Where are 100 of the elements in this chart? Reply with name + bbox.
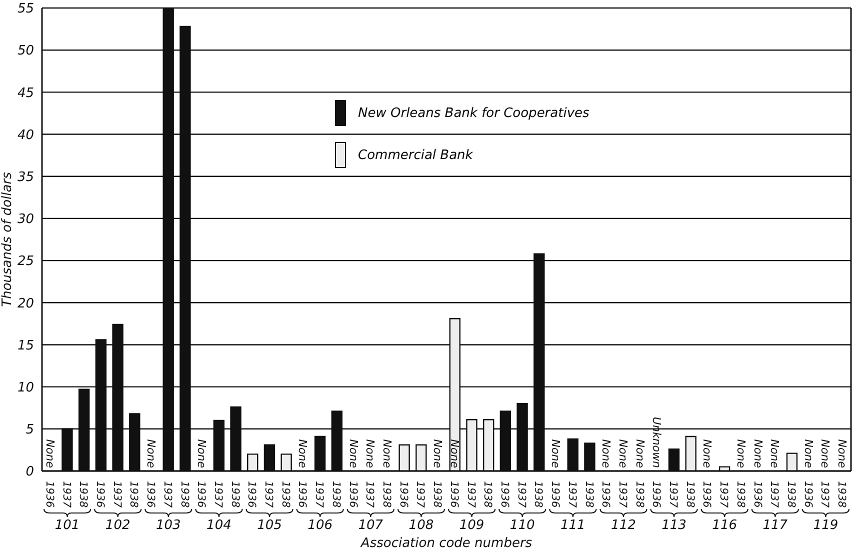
text: None <box>144 439 158 468</box>
text: None <box>836 439 849 468</box>
y-tick-label: 30 <box>17 212 34 228</box>
x-tick-label: 1936 <box>296 481 308 508</box>
text: None <box>448 439 461 468</box>
text: 102 <box>105 518 130 533</box>
x-tick-label: 1937 <box>313 481 326 508</box>
x-tick-label: 1937 <box>566 481 578 508</box>
x-tick-label: 1936 <box>397 481 410 508</box>
text: 108 <box>408 518 434 533</box>
x-tick-label: 1938 <box>128 481 140 508</box>
text: None <box>346 439 360 468</box>
y-tick-label: 0 <box>26 464 34 480</box>
text: 111 <box>560 518 586 533</box>
x-tick-label: 1937 <box>364 481 376 508</box>
x-tick-label: 1936 <box>498 481 510 508</box>
y-tick-label: 35 <box>17 170 34 185</box>
text: 103 <box>156 518 181 533</box>
x-tick-label: 1938 <box>330 481 342 508</box>
x-tick-label: 1937 <box>60 481 72 508</box>
y-tick-label: 10 <box>17 380 34 396</box>
text: None <box>43 439 56 468</box>
x-tick-label: 1938 <box>482 481 494 508</box>
y-tick-label: 50 <box>17 44 34 59</box>
text: None <box>195 439 208 468</box>
text: 112 <box>611 518 636 533</box>
text: None <box>768 439 782 468</box>
text: None <box>380 439 394 468</box>
text: 110 <box>510 518 535 533</box>
text: 117 <box>762 518 788 533</box>
x-tick-label: 1936 <box>195 481 208 508</box>
text: None <box>633 439 646 468</box>
x-tick-label: 1937 <box>818 481 831 508</box>
text: 107 <box>358 518 384 533</box>
x-tick-label: 1936 <box>346 481 359 508</box>
text: 113 <box>662 518 686 533</box>
x-tick-label: 1938 <box>633 481 646 508</box>
x-tick-label: 1938 <box>785 481 798 508</box>
x-tick-label: 1937 <box>768 481 780 508</box>
x-tick-label: 1938 <box>380 481 393 508</box>
y-tick-label: 15 <box>17 338 34 354</box>
text: 105 <box>257 518 282 533</box>
y-tick-label: 25 <box>17 254 34 270</box>
text: None <box>802 439 815 468</box>
x-tick-label: 1938 <box>228 481 241 508</box>
x-tick-label: 1936 <box>246 481 258 508</box>
x-tick-label: 1937 <box>464 481 477 508</box>
x-tick-label: 1938 <box>582 481 595 508</box>
x-tick-label: 1936 <box>751 481 764 508</box>
text: None <box>700 439 714 468</box>
legend-label: Commercial Bank <box>358 148 473 162</box>
x-axis-title: Association code numbers <box>360 536 532 551</box>
x-tick-label: 1936 <box>600 481 612 508</box>
y-tick-label: 5 <box>26 422 34 438</box>
x-tick-label: 1936 <box>94 481 106 508</box>
text: None <box>364 439 377 468</box>
text: None <box>549 439 562 468</box>
x-tick-label: 1938 <box>684 481 696 508</box>
text: None <box>600 439 613 468</box>
text: None <box>431 439 444 468</box>
x-tick-label: 1938 <box>77 481 90 508</box>
y-tick-label: 45 <box>17 86 34 101</box>
x-tick-label: 1936 <box>650 481 662 508</box>
x-tick-label: 1937 <box>161 481 174 508</box>
text: Unknown <box>650 416 664 468</box>
text: None <box>734 439 748 468</box>
x-tick-label: 1937 <box>262 481 275 508</box>
x-tick-label: 1936 <box>144 481 157 508</box>
x-tick-label: 1936 <box>43 481 56 508</box>
text: None <box>296 439 310 468</box>
text: None <box>616 439 630 468</box>
x-tick-label: 1937 <box>718 481 730 508</box>
text: None <box>818 439 832 468</box>
y-tick-label: 40 <box>17 128 34 143</box>
y-axis-title: Thousands of dollars <box>0 172 15 307</box>
x-tick-label: 1937 <box>616 481 628 508</box>
text: 104 <box>206 518 232 533</box>
x-tick-label: 1938 <box>279 481 292 508</box>
text: 119 <box>813 518 838 533</box>
x-tick-label: 1937 <box>212 481 224 508</box>
x-tick-label: 1937 <box>414 481 426 508</box>
x-tick-label: 1938 <box>178 481 190 508</box>
text: 109 <box>459 518 484 533</box>
x-tick-label: 1938 <box>836 481 848 508</box>
x-tick-label: 1936 <box>448 481 460 508</box>
legend-label: New Orleans Bank for Cooperatives <box>358 106 590 120</box>
x-tick-label: 1936 <box>549 481 562 508</box>
x-tick-label: 1936 <box>802 481 814 508</box>
x-tick-label: 1937 <box>110 481 123 508</box>
x-tick-label: 1937 <box>515 481 528 508</box>
x-tick-label: 1938 <box>532 481 544 508</box>
text: 101 <box>54 518 80 533</box>
x-tick-label: 1938 <box>431 481 444 508</box>
y-tick-label: 55 <box>17 2 34 17</box>
text: 106 <box>308 518 333 533</box>
x-tick-label: 1938 <box>734 481 746 508</box>
text: None <box>751 439 764 468</box>
text: 116 <box>712 518 738 533</box>
x-tick-label: 1937 <box>667 481 680 508</box>
x-tick-label: 1936 <box>700 481 713 508</box>
